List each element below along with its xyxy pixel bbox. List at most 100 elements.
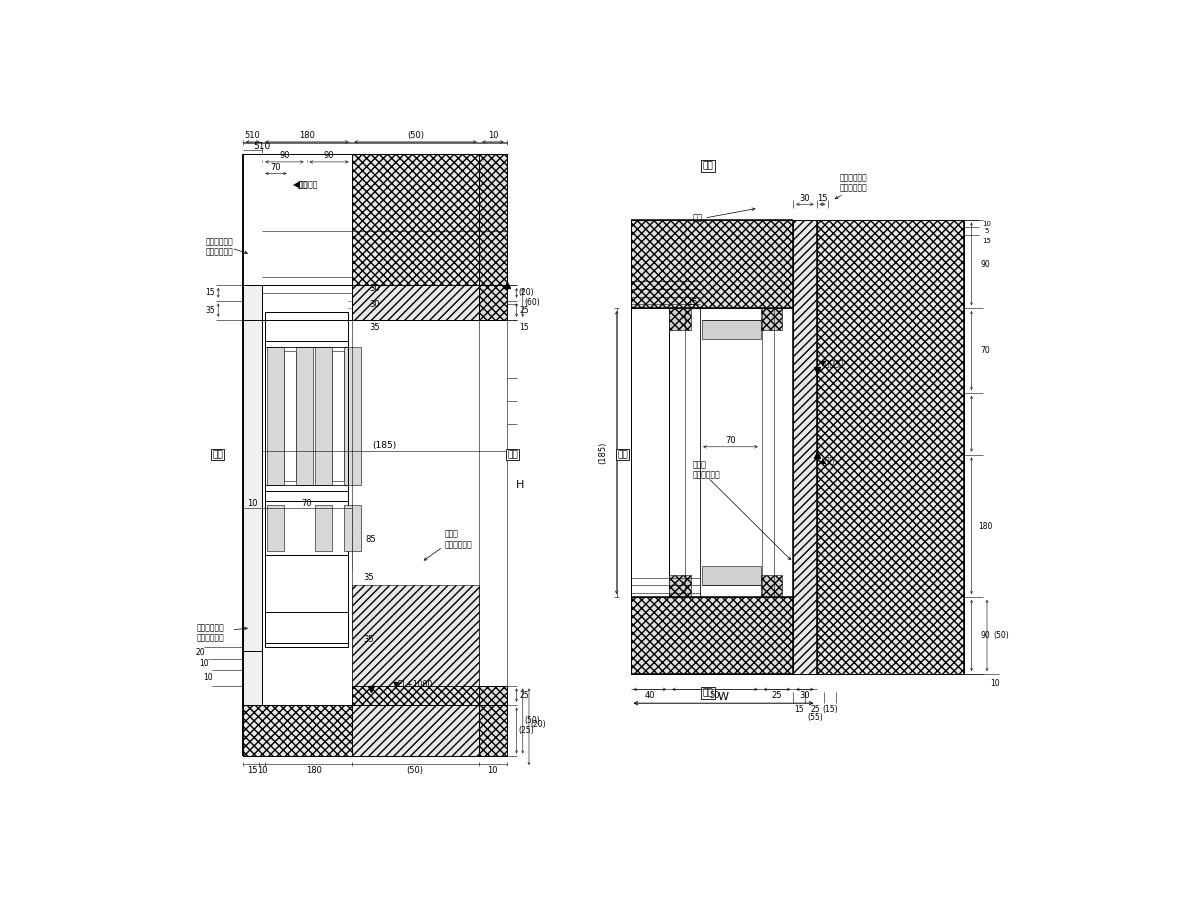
Bar: [316, 505, 332, 551]
Text: 30: 30: [799, 691, 810, 700]
Bar: [242, 705, 352, 756]
Bar: [793, 220, 816, 674]
Bar: [479, 154, 506, 320]
Bar: [352, 705, 479, 756]
Text: 木額縁
（別途工事）: 木額縁 （別途工事）: [444, 529, 473, 549]
Text: 510: 510: [253, 142, 271, 151]
Bar: [242, 651, 263, 756]
Text: 35: 35: [364, 573, 374, 582]
Bar: [670, 308, 691, 329]
Text: (50): (50): [407, 131, 424, 140]
Text: ◀壁芯: ◀壁芯: [293, 181, 308, 190]
Text: 35: 35: [364, 634, 374, 644]
Text: 10: 10: [487, 766, 498, 775]
Text: 30: 30: [370, 284, 380, 293]
Bar: [265, 612, 348, 643]
Text: (50): (50): [524, 716, 540, 725]
Text: 15: 15: [688, 298, 697, 307]
Text: 15: 15: [817, 194, 828, 203]
Text: 40: 40: [644, 691, 655, 700]
Text: 85: 85: [366, 535, 376, 544]
Bar: [630, 220, 793, 308]
Bar: [352, 686, 479, 705]
Text: 90: 90: [980, 260, 990, 269]
Text: 10: 10: [990, 679, 1000, 688]
Bar: [316, 346, 332, 485]
Text: 内部: 内部: [703, 688, 713, 698]
Text: 70: 70: [301, 499, 312, 508]
Text: 内部: 内部: [508, 450, 518, 459]
Text: 25: 25: [520, 691, 529, 700]
Bar: [284, 350, 295, 482]
Text: (185): (185): [598, 442, 607, 464]
Bar: [295, 346, 313, 485]
Text: (55): (55): [808, 713, 823, 722]
Text: 90: 90: [980, 631, 990, 640]
Text: 10: 10: [487, 131, 498, 140]
Text: 10: 10: [983, 220, 991, 227]
Bar: [352, 285, 479, 320]
Text: シーリング材
（別途工事）: シーリング材 （別途工事）: [197, 624, 224, 643]
Text: 25: 25: [520, 306, 529, 315]
Bar: [761, 308, 782, 329]
Text: (50): (50): [994, 631, 1009, 640]
Text: ▲壁芯: ▲壁芯: [821, 456, 835, 465]
Text: ▼FL+1000: ▼FL+1000: [394, 679, 433, 688]
Text: 35: 35: [205, 306, 215, 315]
Text: 20: 20: [196, 648, 205, 657]
Text: 30: 30: [799, 194, 810, 203]
Bar: [352, 154, 479, 285]
Bar: [268, 505, 284, 551]
Bar: [352, 285, 479, 320]
Text: 180: 180: [299, 131, 314, 140]
Text: 25: 25: [772, 691, 782, 700]
Text: ◀サッシ芯: ◀サッシ芯: [294, 181, 319, 190]
Text: 35: 35: [370, 323, 380, 332]
Bar: [352, 154, 479, 285]
Text: 15: 15: [983, 238, 991, 244]
Text: 90: 90: [280, 151, 289, 160]
Bar: [265, 340, 348, 491]
Text: 10: 10: [199, 660, 209, 669]
Bar: [479, 154, 506, 320]
Text: 5: 5: [985, 229, 989, 234]
Text: 10: 10: [203, 673, 212, 682]
Bar: [265, 500, 348, 554]
Text: 外部: 外部: [212, 450, 223, 459]
Bar: [242, 285, 263, 651]
Text: (60): (60): [524, 298, 540, 307]
Bar: [793, 220, 816, 674]
Text: (50): (50): [407, 766, 424, 775]
Text: シーリング材
（別途工事）: シーリング材 （別途工事）: [840, 174, 868, 193]
Bar: [242, 705, 352, 756]
Bar: [352, 686, 479, 705]
Bar: [670, 308, 793, 597]
Text: シーリング材
（別途工事）: シーリング材 （別途工事）: [206, 237, 234, 256]
Text: 25: 25: [810, 705, 820, 714]
Text: W: W: [718, 692, 730, 702]
Text: 15: 15: [247, 766, 258, 775]
Bar: [702, 320, 761, 339]
Text: 水切: 水切: [692, 213, 702, 222]
Text: 15: 15: [794, 705, 804, 714]
Text: 180: 180: [306, 766, 323, 775]
Bar: [630, 597, 793, 674]
Text: 30: 30: [370, 300, 380, 309]
Bar: [816, 220, 964, 674]
Text: 10: 10: [257, 766, 268, 775]
Bar: [352, 585, 479, 686]
Text: 15: 15: [520, 323, 529, 332]
Text: 70: 70: [271, 163, 281, 172]
Bar: [630, 597, 793, 674]
Text: (20): (20): [530, 720, 546, 729]
Bar: [479, 686, 506, 756]
Text: (185): (185): [372, 441, 396, 450]
Bar: [702, 566, 761, 585]
Bar: [343, 346, 361, 485]
Bar: [630, 220, 793, 308]
Text: (25): (25): [518, 726, 534, 735]
Text: 外部: 外部: [703, 161, 713, 170]
Text: 木額縁
（別途工事）: 木額縁 （別途工事）: [692, 460, 720, 480]
Bar: [343, 505, 361, 551]
Text: 15: 15: [205, 288, 215, 297]
